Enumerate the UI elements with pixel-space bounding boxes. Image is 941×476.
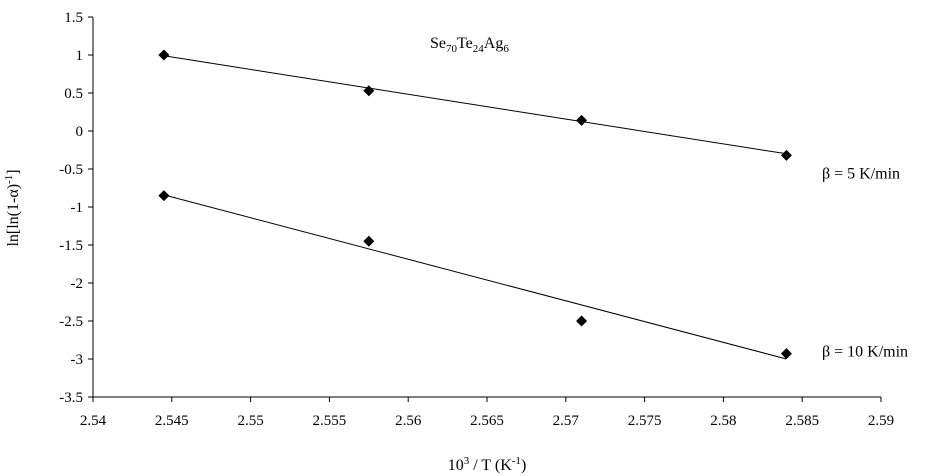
data-point-series-2 (780, 348, 792, 360)
x-tick-label: 2.585 (785, 413, 819, 429)
x-tick-label: 2.575 (628, 413, 662, 429)
data-point-series-2 (363, 235, 375, 247)
x-tick-label: 2.54 (80, 413, 107, 429)
y-tick-label: -1.5 (59, 238, 83, 254)
y-tick-label: -3 (71, 352, 84, 368)
data-point-series-2 (576, 315, 588, 327)
fit-line-series-2 (163, 194, 787, 360)
series-label-1: β = 5 K/min (822, 165, 900, 182)
data-point-series-1 (780, 149, 792, 161)
y-tick-label: 1 (76, 48, 84, 64)
data-point-series-1 (158, 49, 170, 61)
x-tick-label: 2.59 (868, 413, 894, 429)
chart-title: Se70Te24Ag6 (430, 35, 509, 55)
y-tick-label: -0.5 (59, 162, 83, 178)
x-tick-label: 2.545 (155, 413, 189, 429)
x-tick-label: 2.58 (710, 413, 736, 429)
y-tick-label: -3.5 (59, 390, 83, 406)
x-axis-label: 103 / T (K-1) (448, 455, 527, 474)
y-tick-label: 0 (76, 124, 84, 140)
x-tick-label: 2.56 (395, 413, 422, 429)
fit-line-series-1 (163, 55, 787, 155)
y-tick-label: -2 (71, 276, 84, 292)
series-label-2: β = 10 K/min (822, 344, 908, 361)
tick-labels: 1.5 1 0.5 0 -0.5 -1 -1.5 -2 -2.5 -3 -3.5 2.54 2.545 2… (59, 10, 894, 429)
data-point-series-2 (158, 190, 170, 202)
fit-lines (163, 55, 787, 360)
data-point-series-1 (363, 85, 375, 97)
y-tick-label: -2.5 (59, 314, 83, 330)
x-tick-label: 2.57 (553, 413, 580, 429)
y-axis-label: ln[ln(1-α)-1] (3, 169, 22, 246)
y-tick-label: -1 (71, 200, 84, 216)
data-points (158, 49, 792, 360)
chart-labels: β = 5 K/min β = 10 K/min Se70Te24Ag6 103 / … (3, 35, 908, 474)
y-tick-label: 0.5 (64, 86, 83, 102)
x-tick-label: 2.565 (470, 413, 504, 429)
axes (88, 16, 882, 402)
data-point-series-1 (576, 114, 588, 126)
y-tick-label: 1.5 (64, 10, 83, 26)
x-tick-label: 2.555 (313, 413, 347, 429)
x-tick-label: 2.55 (237, 413, 263, 429)
